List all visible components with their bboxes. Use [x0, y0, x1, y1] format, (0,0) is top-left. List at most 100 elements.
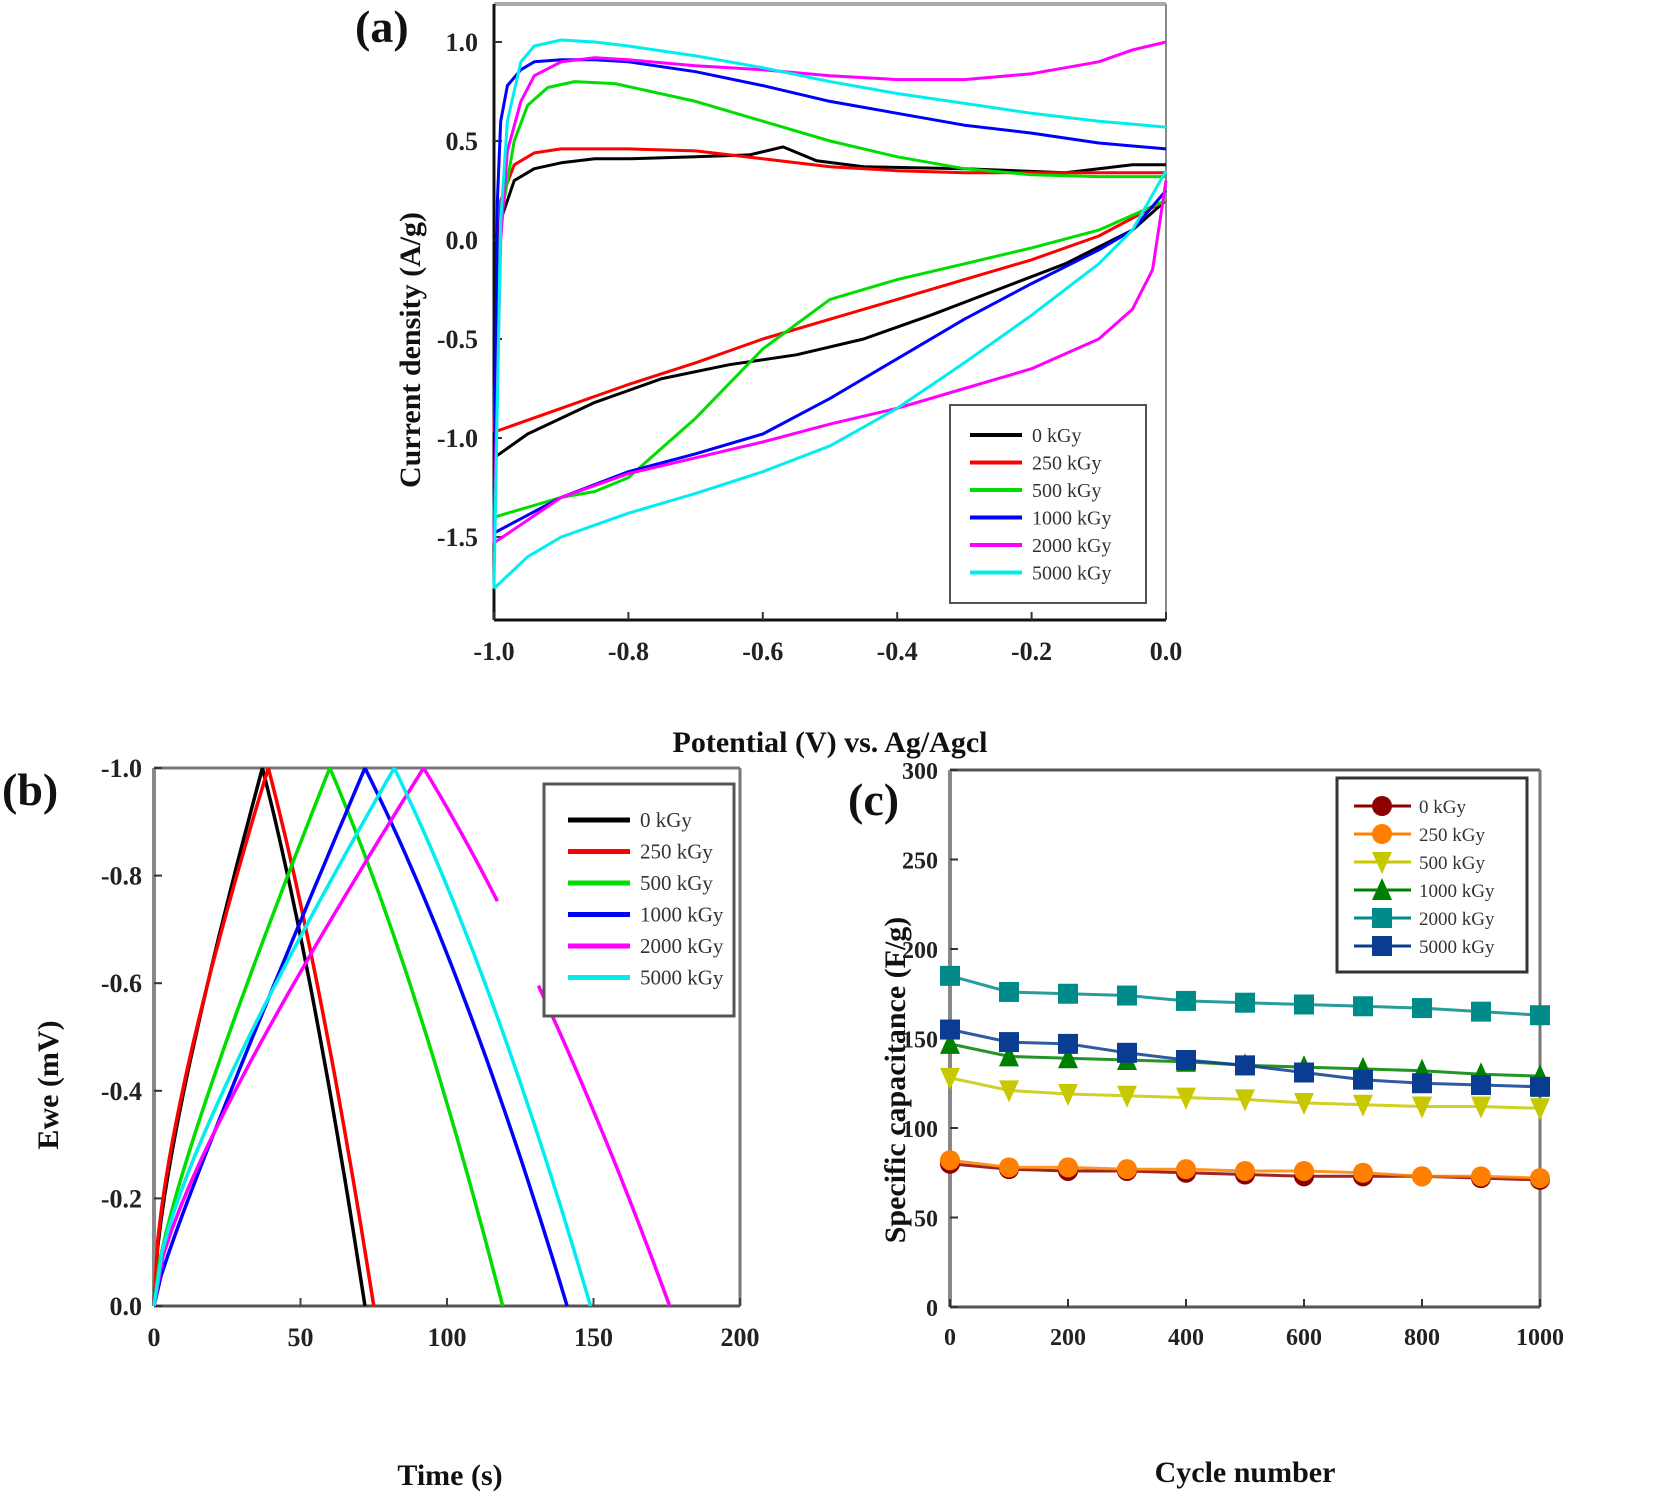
- legend-label-a: 5000 kGy: [1032, 563, 1111, 585]
- data-point-4: [1471, 1001, 1491, 1022]
- gcd-charge-curve-5: [152, 767, 396, 1307]
- data-point-5: [1117, 1042, 1137, 1063]
- legend-label-b: 2000 kGy: [640, 934, 724, 958]
- x-tick-label-a: -0.2: [1011, 637, 1052, 666]
- gcd-charge-curve-2: [152, 767, 332, 1307]
- x-tick-label-b: 50: [288, 1323, 314, 1352]
- y-tick-label-a: 1.0: [446, 28, 479, 57]
- y-axis-title-a: Current density (A/g): [394, 212, 427, 488]
- y-tick-label-a: -0.5: [437, 325, 478, 354]
- legend-label-b: 500 kGy: [640, 871, 713, 895]
- legend-marker-c: [1372, 796, 1392, 816]
- data-point-2: [1117, 1085, 1137, 1108]
- y-tick-label-c: 300: [902, 759, 938, 785]
- legend-marker-c: [1372, 908, 1392, 928]
- gcd-charge-curve-1: [152, 767, 270, 1307]
- data-point-2: [1353, 1094, 1373, 1117]
- y-tick-label-c: 150: [902, 1028, 938, 1054]
- data-point-4: [1412, 998, 1432, 1019]
- legend-label-a: 500 kGy: [1032, 480, 1101, 502]
- y-tick-label-a: -1.5: [437, 523, 478, 552]
- plot-area-c: 0 200 400 600 800 1000 0 50 100 150 200 250 300 0 kGy…: [902, 759, 1564, 1351]
- x-tick-label-a: -0.4: [877, 637, 918, 666]
- cv-curve-upper-0: [492, 145, 1166, 439]
- x-tick-label-c: 400: [1168, 1325, 1204, 1351]
- y-tick-label-b: -0.8: [101, 862, 142, 891]
- data-point-4: [1294, 994, 1314, 1015]
- legend-label-b: 1000 kGy: [640, 903, 724, 927]
- y-tick-label-a: 0.5: [446, 127, 479, 156]
- x-tick-label-a: -0.8: [608, 637, 649, 666]
- legend-label-b: 0 kGy: [640, 808, 692, 832]
- data-point-1: [1176, 1159, 1196, 1180]
- data-point-2: [1235, 1089, 1255, 1112]
- cv-curve-lower-0: [493, 199, 1167, 460]
- y-axis-title-c: Specific capacitance (F/g): [879, 917, 912, 1244]
- legend-label-a: 2000 kGy: [1032, 535, 1111, 557]
- legend-label-c: 500 kGy: [1419, 853, 1485, 874]
- data-point-2: [1530, 1098, 1550, 1121]
- y-tick-label-b: 0.0: [110, 1292, 143, 1321]
- panel-label-a: (a): [355, 1, 409, 52]
- y-tick-label-c: 100: [902, 1117, 938, 1143]
- x-tick-label-a: 0.0: [1150, 637, 1183, 666]
- data-point-1: [1058, 1157, 1078, 1178]
- y-tick-label-a: -1.0: [437, 424, 478, 453]
- data-point-5: [1530, 1076, 1550, 1097]
- data-point-5: [1412, 1073, 1432, 1094]
- data-point-1: [1353, 1162, 1373, 1183]
- data-point-2: [1412, 1096, 1432, 1119]
- data-point-4: [1353, 996, 1373, 1017]
- x-tick-label-b: 0: [148, 1323, 161, 1352]
- y-axis-title-b: Ewe (mV): [32, 1020, 65, 1149]
- y-tick-label-c: 0: [926, 1296, 938, 1322]
- plot-area-b: 0 50 100 150 200 0.0 -0.2 -0.4 -0.6 -0.8 -1.0 0 kGy…: [101, 754, 760, 1352]
- data-point-1: [940, 1150, 960, 1171]
- data-point-4: [1117, 985, 1137, 1006]
- cv-curve-upper-5: [492, 38, 1167, 587]
- data-point-2: [1176, 1087, 1196, 1110]
- data-point-5: [999, 1032, 1019, 1053]
- gcd-charge-curve-3: [152, 767, 367, 1307]
- data-point-5: [1353, 1069, 1373, 1090]
- data-point-5: [1294, 1062, 1314, 1083]
- data-point-3: [940, 1031, 960, 1054]
- gcd-charge-curve-4: [152, 767, 426, 1307]
- legend-label-a: 250 kGy: [1032, 453, 1101, 475]
- data-point-1: [1471, 1166, 1491, 1187]
- cv-curve-lower-5: [492, 169, 1168, 590]
- cv-curve-upper-4: [492, 40, 1167, 538]
- gcd-discharge-curve-3: [363, 767, 569, 1307]
- x-axis-title-c: Cycle number: [1155, 1456, 1336, 1489]
- data-point-4: [1176, 990, 1196, 1011]
- data-point-4: [999, 981, 1019, 1002]
- y-tick-label-a: 0.0: [446, 226, 479, 255]
- legend-label-b: 250 kGy: [640, 840, 713, 864]
- data-point-4: [940, 965, 960, 986]
- data-point-2: [1058, 1083, 1078, 1106]
- data-point-3: [1058, 1046, 1078, 1069]
- legend-box-c: [1335, 776, 1529, 974]
- gcd-discharge-curve-5: [392, 767, 593, 1307]
- data-point-1: [1412, 1166, 1432, 1187]
- x-tick-label-c: 800: [1404, 1325, 1440, 1351]
- x-tick-label-c: 0: [944, 1325, 956, 1351]
- panel-label-c: (c): [848, 774, 899, 825]
- legend-marker-c: [1372, 824, 1392, 844]
- data-point-1: [1117, 1159, 1137, 1180]
- y-tick-label-b: -1.0: [101, 754, 142, 783]
- x-tick-label-a: -1.0: [473, 637, 514, 666]
- x-axis-title-b: Time (s): [397, 1459, 502, 1492]
- data-point-1: [1235, 1160, 1255, 1181]
- legend-label-a: 1000 kGy: [1032, 508, 1111, 530]
- legend-marker-c: [1372, 936, 1392, 956]
- legend-label-c: 2000 kGy: [1419, 909, 1495, 930]
- panel-a: (a) -1.0 -0.8 -0.6 -0.4 -0.2 0.0 -1.5 -1.0 -0.5 0…: [355, 1, 1182, 759]
- cv-curve-upper-3: [492, 58, 1167, 538]
- legend-label-a: 0 kGy: [1032, 425, 1081, 447]
- data-point-2: [1471, 1096, 1491, 1119]
- cv-curve-upper-2: [492, 80, 1166, 514]
- y-tick-label-c: 250: [902, 849, 938, 875]
- y-tick-label-c: 200: [902, 938, 938, 964]
